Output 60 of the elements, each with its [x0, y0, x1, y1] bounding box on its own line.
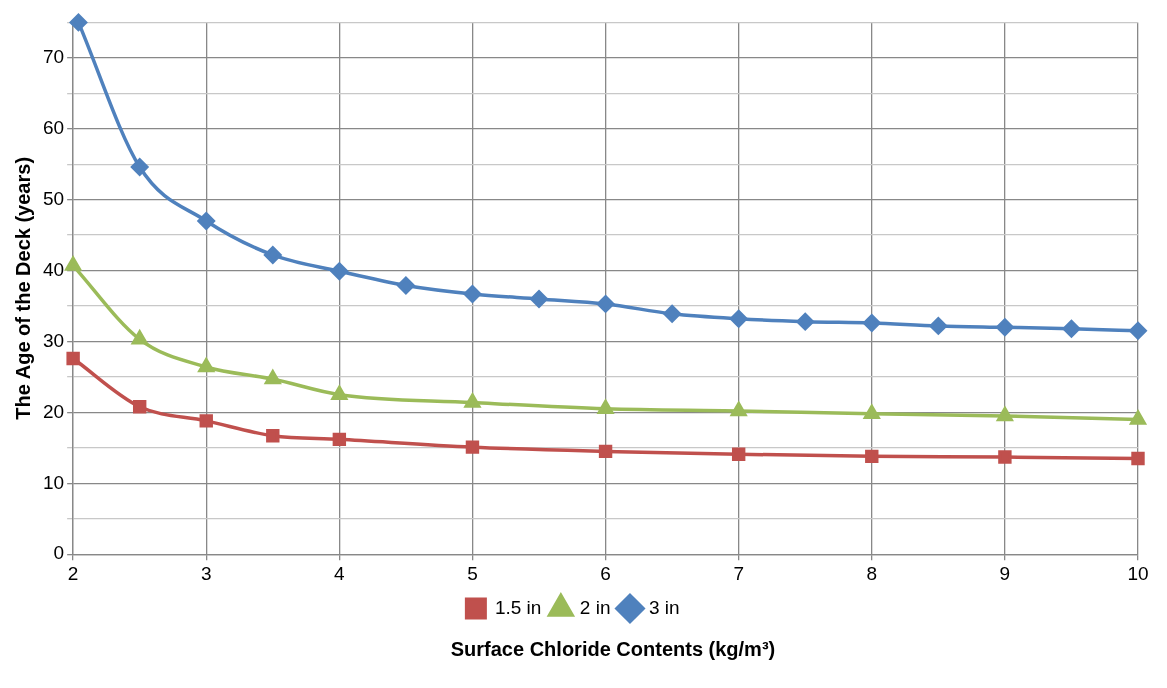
point: [397, 276, 415, 295]
y-tick-label: 50: [42, 187, 65, 209]
x-axis-title: Surface Chloride Contents (kg/m³): [449, 638, 777, 661]
point: [199, 414, 213, 428]
x-tick-label: 6: [600, 562, 611, 584]
point: [331, 385, 348, 400]
x-tick-label: 5: [467, 562, 478, 584]
y-tick-label: 70: [42, 46, 65, 68]
point: [863, 405, 880, 420]
point: [929, 317, 948, 335]
point: [996, 318, 1014, 337]
point: [330, 262, 349, 281]
point: [596, 295, 615, 313]
x-tick-label: 8: [866, 562, 878, 584]
point: [796, 312, 814, 331]
point: [197, 212, 215, 230]
point: [1062, 319, 1081, 338]
point: [264, 246, 282, 264]
point: [598, 444, 613, 459]
y-axis-title: The Age of the Deck (years): [11, 156, 34, 420]
point: [264, 370, 281, 385]
x-tick-label: 2: [67, 562, 79, 584]
y-tick-label: 0: [53, 542, 65, 564]
x-tick-label: 4: [334, 562, 346, 584]
legend-label: 1.5 in: [494, 596, 542, 618]
point: [130, 158, 149, 176]
point: [1129, 322, 1147, 340]
point: [730, 402, 747, 417]
point: [332, 432, 347, 447]
x-tick-label: 3: [200, 562, 212, 584]
point: [997, 407, 1013, 422]
point: [731, 447, 746, 461]
x-tick-label: 10: [1127, 562, 1149, 584]
legend-label: 2 in: [579, 596, 611, 618]
y-tick-label: 10: [42, 471, 65, 493]
point: [663, 305, 681, 323]
point: [65, 256, 81, 271]
legend-label: 3 in: [648, 596, 680, 618]
point: [266, 429, 280, 443]
point: [998, 450, 1012, 464]
point: [69, 13, 88, 32]
point: [865, 449, 879, 464]
y-tick-label: 60: [42, 116, 65, 138]
point: [1131, 451, 1145, 466]
point: [464, 393, 481, 408]
point: [465, 440, 480, 454]
point: [597, 400, 614, 415]
point: [1130, 410, 1146, 425]
point: [66, 351, 80, 366]
point: [863, 314, 881, 332]
point: [530, 290, 548, 308]
point: [132, 400, 147, 414]
y-tick-label: 20: [42, 400, 65, 422]
x-tick-label: 9: [999, 562, 1011, 584]
point: [463, 285, 482, 303]
y-tick-label: 30: [42, 329, 65, 351]
point: [729, 310, 748, 328]
y-tick-label: 40: [42, 258, 65, 280]
x-tick-label: 7: [733, 562, 744, 584]
point: [198, 358, 215, 373]
